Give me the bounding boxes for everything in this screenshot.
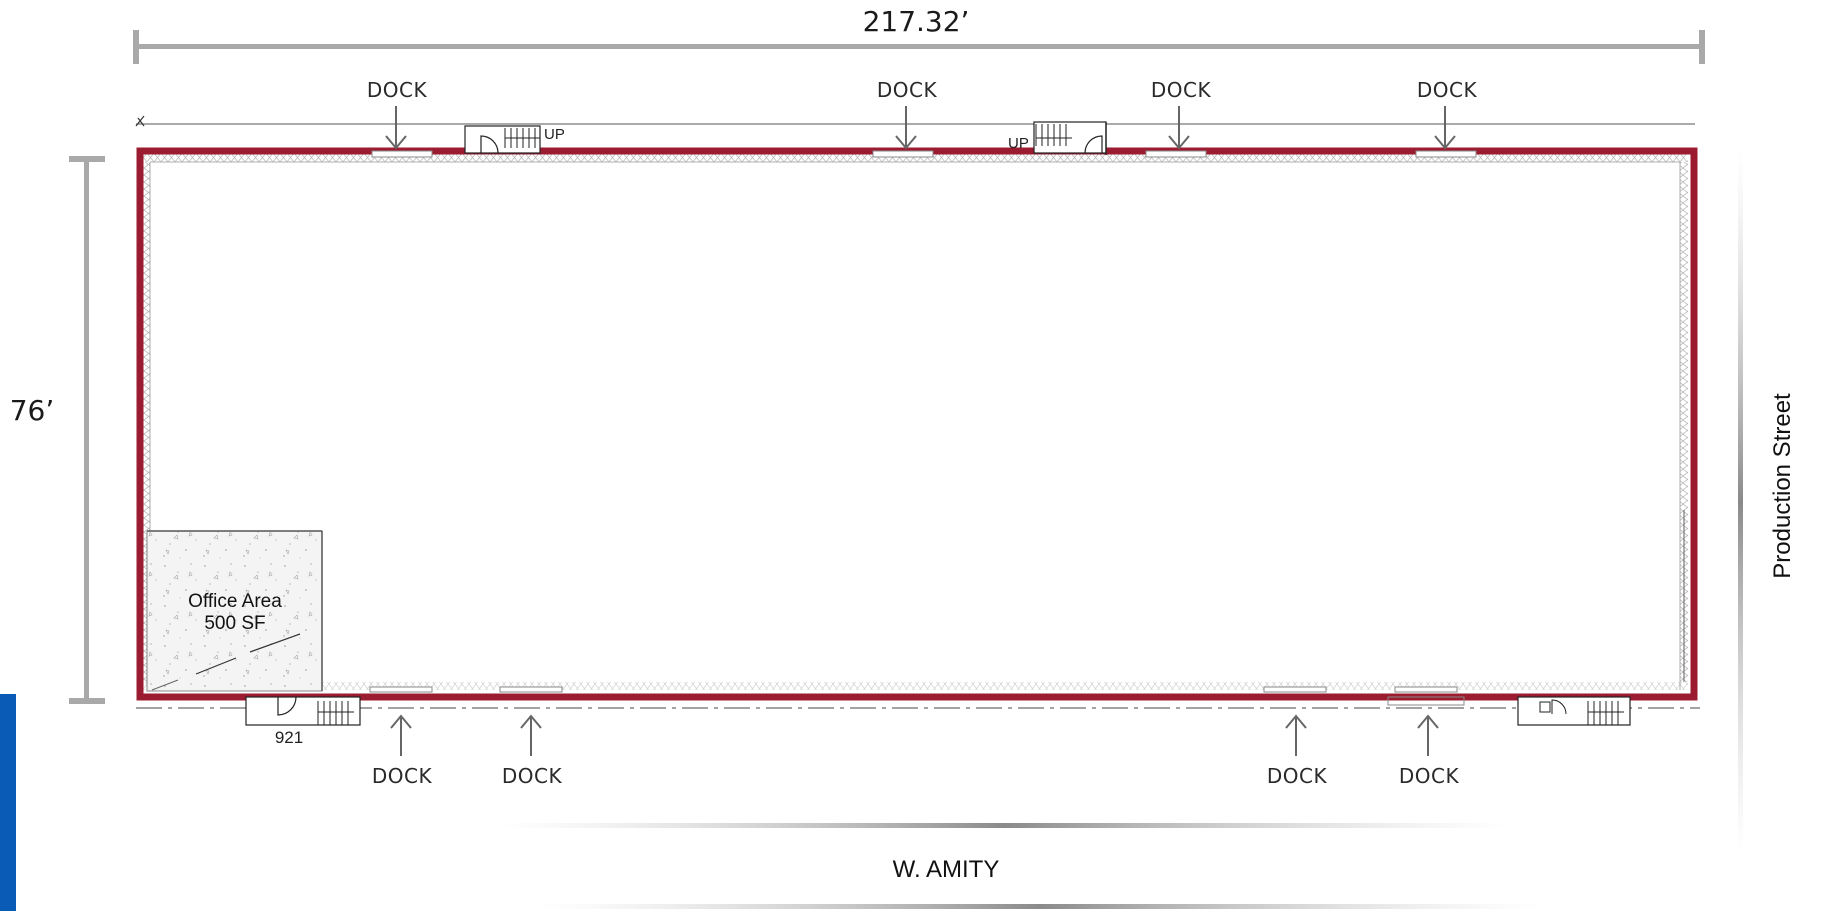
dock-marker: DOCK xyxy=(367,78,428,150)
street-east: Production Street xyxy=(1738,150,1796,855)
stair-top-left: UP xyxy=(464,125,565,154)
bottom-docks: DOCK DOCK DOCK DOCK xyxy=(372,714,1460,788)
width-label: 217.32’ xyxy=(863,5,970,38)
top-docks: DOCK DOCK DOCK DOCK xyxy=(367,78,1478,150)
dock-label: DOCK xyxy=(502,764,563,788)
dock-marker: DOCK xyxy=(502,714,563,788)
dock-label: DOCK xyxy=(372,764,433,788)
street-south: W. AMITY xyxy=(500,823,1540,909)
office-area-size: 500 SF xyxy=(204,613,265,634)
dock-label: DOCK xyxy=(1267,764,1328,788)
dock-marker: DOCK xyxy=(1151,78,1212,150)
stair-left-up-label: UP xyxy=(544,126,565,143)
accent-tab xyxy=(0,694,16,911)
width-dimension: 217.32’ xyxy=(133,5,1705,64)
stair-bottom-right xyxy=(1517,696,1631,726)
unit-number: 921 xyxy=(275,728,303,747)
office-name: Office Area xyxy=(188,591,282,612)
street-south-label: W. AMITY xyxy=(893,856,1000,883)
dock-marker: DOCK xyxy=(1417,78,1478,150)
dock-marker: DOCK xyxy=(372,714,433,788)
dock-label: DOCK xyxy=(877,78,938,102)
street-east-label: Production Street xyxy=(1769,393,1796,579)
dock-label: DOCK xyxy=(1417,78,1478,102)
building-outline xyxy=(136,147,1698,701)
depth-label: 76’ xyxy=(10,394,55,427)
dock-marker: DOCK xyxy=(1267,714,1328,788)
depth-dimension: 76’ xyxy=(10,156,105,704)
office-area: Office Area 500 SF xyxy=(146,530,323,692)
dock-label: DOCK xyxy=(1151,78,1212,102)
stair-top-right: UP xyxy=(1008,121,1107,155)
dock-label: DOCK xyxy=(367,78,428,102)
dock-marker: DOCK xyxy=(877,78,938,150)
stair-bottom-left: 921 xyxy=(245,696,361,747)
dock-door-openings xyxy=(369,150,1477,706)
dock-marker: DOCK xyxy=(1399,714,1460,788)
wall-hatching xyxy=(142,154,1688,690)
stair-right-up-label: UP xyxy=(1008,135,1029,152)
dock-label: DOCK xyxy=(1399,764,1460,788)
